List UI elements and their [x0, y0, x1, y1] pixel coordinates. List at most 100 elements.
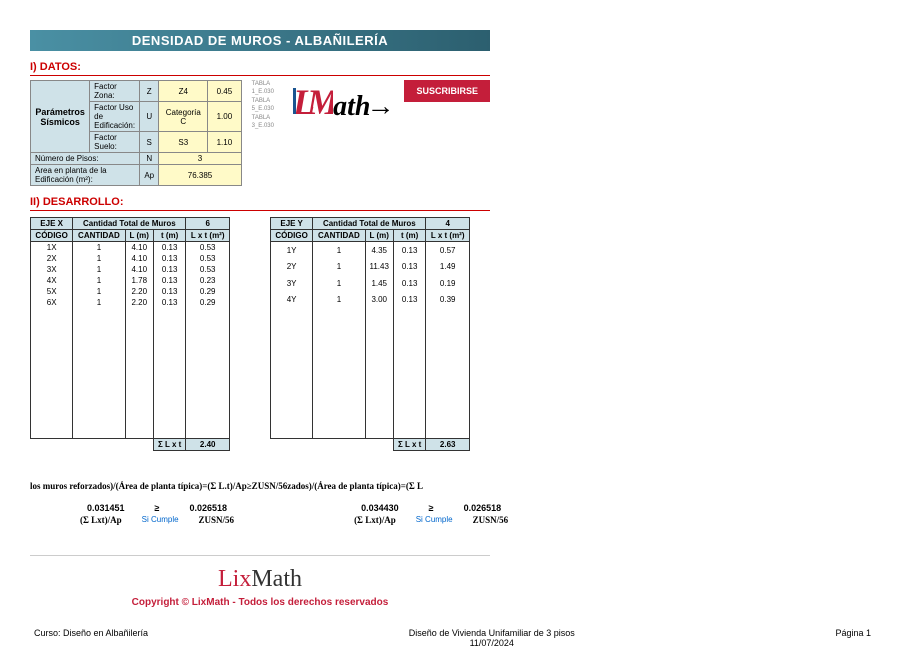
- table-filler: [365, 308, 393, 438]
- group-y: Cantidad Total de Muros: [313, 218, 426, 230]
- col-t: t (m): [153, 230, 186, 242]
- table-cell: 1: [73, 253, 125, 264]
- logo-lm: LM: [293, 80, 333, 133]
- table-cell: 0.39: [426, 292, 470, 308]
- table-cell: 4Y: [271, 292, 313, 308]
- table-cell: 1: [73, 297, 125, 308]
- result-x: 0.031451 ≥ 0.026518 (Σ Lxt)/Ap Si Cumple…: [80, 503, 234, 525]
- brand-logo: LixMath: [30, 566, 490, 593]
- param-label: Factor Suelo:: [90, 132, 140, 153]
- table-cell: 4.10: [125, 264, 153, 275]
- col-lxt: L x t (m²): [426, 230, 470, 242]
- sum-label-y: Σ L x t: [393, 438, 426, 450]
- ry-f2: ZUSN/56: [473, 515, 509, 525]
- axis-y: EJE Y: [271, 218, 313, 230]
- logo: LM ath →: [293, 80, 394, 133]
- sum-x: 2.40: [186, 438, 230, 450]
- param-label: Area en planta de la Edificación (m²):: [31, 165, 140, 186]
- table-cell: 0.53: [186, 264, 230, 275]
- group-x: Cantidad Total de Muros: [73, 218, 186, 230]
- top-row: ParámetrosSísmicos Factor Zona: Z Z4 0.4…: [30, 80, 490, 186]
- table-filler: [393, 308, 426, 438]
- table-cell: 0.13: [153, 275, 186, 286]
- ref-1: TABLA 1_E.030: [252, 80, 284, 97]
- table-cell: 4.10: [125, 253, 153, 264]
- table-refs: TABLA 1_E.030 TABLA 5_E.030 TABLA 3_E.03…: [252, 80, 284, 130]
- col-l: L (m): [365, 230, 393, 242]
- rx-cumple: Si Cumple: [142, 515, 179, 524]
- param-label: Número de Pisos:: [31, 153, 140, 165]
- table-cell: 1: [313, 259, 365, 275]
- rx-v2: 0.026518: [190, 503, 228, 513]
- col-codigo: CÓDIGO: [31, 230, 73, 242]
- col-codigo: CÓDIGO: [271, 230, 313, 242]
- rx-f2: ZUSN/56: [199, 515, 235, 525]
- table-cell: 4.35: [365, 242, 393, 259]
- page-footer: Curso: Diseño en Albañilería Diseño de V…: [30, 628, 875, 648]
- table-cell: 1: [313, 275, 365, 291]
- axis-x: EJE X: [31, 218, 73, 230]
- table-cell: 1: [73, 264, 125, 275]
- table-filler: [125, 308, 153, 438]
- ry-v1: 0.034430: [361, 503, 399, 513]
- result-y: 0.034430 ≥ 0.026518 (Σ Lxt)/Ap Si Cumple…: [354, 503, 508, 525]
- table-cell: 11.43: [365, 259, 393, 275]
- table-filler: [186, 308, 230, 438]
- footer-left: Curso: Diseño en Albañilería: [34, 628, 148, 648]
- section-desarrollo: II) DESARROLLO:: [30, 196, 490, 211]
- rx-v1: 0.031451: [87, 503, 125, 513]
- table-cell: 0.19: [426, 275, 470, 291]
- table-cell: 0.13: [153, 264, 186, 275]
- param-val: 1.10: [208, 132, 241, 153]
- count-x: 6: [186, 218, 230, 230]
- table-cell: 1: [73, 275, 125, 286]
- footer-right: Página 1: [835, 628, 871, 648]
- sum-y: 2.63: [426, 438, 470, 450]
- table-cell: 0.53: [186, 242, 230, 254]
- wall-table-x: EJE XCantidad Total de Muros6 CÓDIGOCANT…: [30, 217, 230, 451]
- rx-ge: ≥: [155, 503, 160, 513]
- tables-row: EJE XCantidad Total de Muros6 CÓDIGOCANT…: [30, 217, 490, 451]
- table-cell: 0.29: [186, 297, 230, 308]
- table-cell: 1Y: [271, 242, 313, 259]
- bottom-section: LixMath Copyright © LixMath - Todos los …: [30, 555, 490, 608]
- ry-f1: (Σ Lxt)/Ap: [354, 515, 396, 525]
- ref-3: TABLA 3_E.030: [252, 114, 284, 131]
- param-label: Factor Uso de Edificación:: [90, 102, 140, 132]
- col-l: L (m): [125, 230, 153, 242]
- ry-cumple: Si Cumple: [416, 515, 453, 524]
- param-sym: N: [140, 153, 159, 165]
- wall-table-y: EJE YCantidad Total de Muros4 CÓDIGOCANT…: [270, 217, 470, 451]
- svg-text:M: M: [306, 82, 333, 122]
- formula-line: los muros reforzados)/(Área de planta tí…: [30, 481, 875, 491]
- table-cell: 0.13: [393, 259, 426, 275]
- subscribe-button[interactable]: SUSCRIBIRSE: [404, 80, 490, 102]
- table-filler: [31, 308, 73, 438]
- table-cell: 0.13: [393, 292, 426, 308]
- table-cell: 1X: [31, 242, 73, 254]
- main-title: DENSIDAD DE MUROS - ALBAÑILERÍA: [30, 30, 490, 51]
- table-cell: 3.00: [365, 292, 393, 308]
- col-cantidad: CANTIDAD: [313, 230, 365, 242]
- param-mid: Z4: [159, 81, 208, 102]
- params-side-1: Parámetros: [35, 107, 85, 117]
- table-cell: 4.10: [125, 242, 153, 254]
- table-cell: 1: [73, 242, 125, 254]
- count-y: 4: [426, 218, 470, 230]
- table-cell: 0.13: [153, 297, 186, 308]
- table-cell: 0.57: [426, 242, 470, 259]
- table-cell: 1.78: [125, 275, 153, 286]
- page-container: DENSIDAD DE MUROS - ALBAÑILERÍA I) DATOS…: [0, 0, 905, 658]
- ry-ge: ≥: [429, 503, 434, 513]
- param-sym: Ap: [140, 165, 159, 186]
- rx-f1: (Σ Lxt)/Ap: [80, 515, 122, 525]
- table-cell: 1: [313, 292, 365, 308]
- ry-v2: 0.026518: [464, 503, 502, 513]
- col-cantidad: CANTIDAD: [73, 230, 125, 242]
- table-cell: 1: [313, 242, 365, 259]
- brand-lix: Lix: [218, 566, 251, 592]
- param-sym: U: [140, 102, 159, 132]
- table-cell: 1: [73, 286, 125, 297]
- param-mid: 76.385: [159, 165, 241, 186]
- table-cell: 5X: [31, 286, 73, 297]
